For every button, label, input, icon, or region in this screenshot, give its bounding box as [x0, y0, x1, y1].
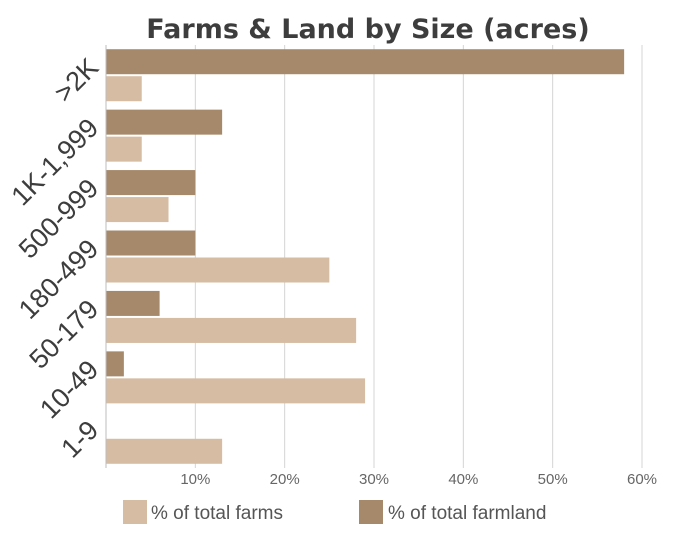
x-tick-label-1: 20% — [270, 471, 300, 488]
farms-bar-2 — [106, 197, 169, 223]
legend-label-0: % of total farms — [151, 503, 283, 524]
legend-label-1: % of total farmland — [388, 503, 546, 524]
farms-bar-1 — [106, 136, 142, 162]
farmland-bar-2 — [106, 170, 196, 196]
legend-swatch-0 — [123, 500, 147, 524]
farmland-bar-1 — [106, 109, 223, 135]
x-tick-label-0: 10% — [180, 471, 210, 488]
category-label-0: >2K — [49, 52, 105, 108]
farms-bar-3 — [106, 257, 330, 283]
legend-swatch-1 — [359, 500, 383, 524]
farmland-bar-3 — [106, 230, 196, 256]
chart-title: Farms & Land by Size (acres) — [146, 14, 589, 45]
farmland-bar-4 — [106, 290, 160, 316]
farms-bar-5 — [106, 378, 366, 404]
farms-bar-0 — [106, 76, 142, 102]
farmland-bar-0 — [106, 49, 625, 75]
legend: % of total farms % of total farmland — [123, 500, 546, 524]
farmland-bar-5 — [106, 351, 124, 377]
gridlines — [194, 45, 643, 468]
farms-bar-6 — [106, 438, 223, 464]
x-tick-labels: 10% 20% 30% 40% 50% 60% — [180, 471, 657, 488]
x-tick-label-2: 30% — [359, 471, 389, 488]
x-tick-label-5: 60% — [627, 471, 657, 488]
farms-bar-4 — [106, 317, 357, 343]
bars — [106, 49, 625, 464]
x-tick-label-4: 50% — [538, 471, 568, 488]
category-label-6: 1-9 — [55, 415, 104, 464]
x-tick-label-3: 40% — [448, 471, 478, 488]
